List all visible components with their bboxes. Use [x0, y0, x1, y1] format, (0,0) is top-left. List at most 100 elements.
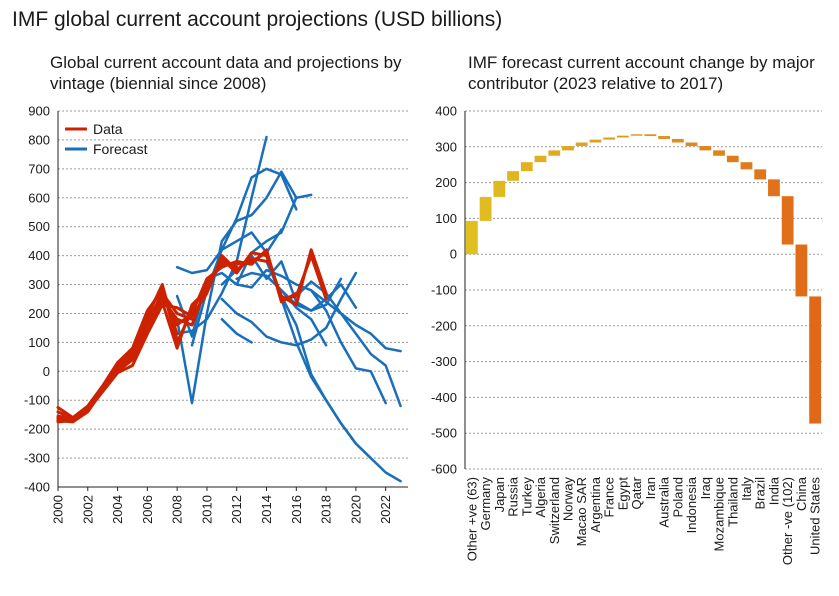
y-tick-label: -400: [431, 390, 457, 405]
category-label: Qatar: [629, 476, 644, 509]
y-tick-label: -100: [431, 283, 457, 298]
waterfall-bar: [768, 179, 780, 197]
waterfall-bar: [493, 180, 506, 197]
waterfall-chart-title: IMF forecast current account change by m…: [468, 53, 815, 93]
x-tick-label: 2010: [199, 495, 214, 524]
waterfall-bar: [616, 135, 629, 138]
waterfall-bar: [809, 296, 822, 424]
category-label: Switzerland: [547, 477, 562, 544]
category-label: Thailand: [725, 477, 740, 527]
waterfall-bar: [699, 146, 712, 151]
waterfall-bar: [644, 134, 657, 137]
waterfall-bar: [671, 138, 684, 143]
x-tick-label: 2022: [378, 495, 393, 524]
waterfall-bar: [562, 146, 574, 151]
forecast-series-line-14: [220, 317, 253, 344]
waterfall-bar: [740, 162, 753, 170]
waterfall-bar: [548, 150, 561, 156]
y-tick-label: -200: [24, 422, 50, 437]
category-label: Italy: [739, 477, 754, 501]
y-tick-label: -200: [431, 318, 457, 333]
waterfall-bar: [575, 142, 588, 147]
waterfall-bar: [630, 134, 643, 136]
category-label: China: [794, 476, 809, 511]
forecast-series-line-8: [175, 135, 268, 335]
x-tick-label: 2004: [110, 495, 125, 524]
x-tick-label: 2000: [51, 495, 66, 524]
y-tick-label: 200: [435, 175, 457, 190]
x-tick-label: 2014: [259, 495, 274, 524]
y-tick-label: -500: [431, 426, 457, 441]
y-tick-label: -600: [431, 462, 457, 477]
category-label: Macao SAR: [574, 477, 589, 546]
category-label: Iraq: [698, 477, 713, 499]
category-label: Other +ve (63): [464, 477, 479, 561]
category-label: United States: [808, 477, 823, 556]
y-tick-label: 600: [28, 190, 50, 205]
waterfall-bar: [589, 139, 602, 143]
category-label: Japan: [492, 477, 507, 512]
y-tick-label: 0: [43, 364, 50, 379]
waterfall-bar: [534, 155, 547, 163]
y-tick-label: 800: [28, 132, 50, 147]
x-tick-label: 2006: [140, 495, 155, 524]
waterfall-bar: [465, 220, 478, 255]
category-label: Australia: [657, 476, 672, 527]
y-tick-label: 300: [28, 277, 50, 292]
y-tick-label: 400: [28, 248, 50, 263]
y-tick-label: 900: [28, 104, 50, 119]
category-label: Egypt: [615, 477, 630, 511]
y-tick-label: 100: [435, 211, 457, 226]
category-label: Brazil: [753, 477, 768, 510]
line-chart-title: Global current account data and projecti…: [50, 53, 402, 93]
category-label: Norway: [560, 477, 575, 522]
waterfall-bar: [713, 150, 725, 156]
waterfall-bar: [658, 136, 671, 139]
y-tick-label: 300: [435, 139, 457, 154]
waterfall-bar: [603, 137, 616, 140]
x-tick-label: 2020: [348, 495, 363, 524]
x-tick-label: 2002: [80, 495, 95, 524]
data-series-line-7: [56, 251, 328, 421]
waterfall-bar: [795, 244, 808, 297]
forecast-series-line-13: [220, 271, 358, 347]
y-tick-label: 700: [28, 161, 50, 176]
y-tick-label: -400: [24, 480, 50, 495]
x-tick-label: 2008: [170, 495, 185, 524]
y-tick-label: 0: [450, 247, 457, 262]
category-label: Germany: [478, 477, 493, 531]
y-tick-label: -100: [24, 393, 50, 408]
category-label: France: [602, 477, 617, 517]
legend-label-forecast: Forecast: [93, 141, 148, 157]
category-label: Russia: [506, 476, 521, 517]
page-title: IMF global current account projections (…: [12, 8, 503, 31]
forecast-series-line-18: [295, 280, 402, 408]
category-label: Indonesia: [684, 476, 699, 533]
category-label: India: [766, 476, 781, 505]
y-tick-label: 100: [28, 335, 50, 350]
category-label: Mozambique: [712, 477, 727, 551]
legend-label-data: Data: [93, 121, 123, 137]
forecast-series-line-11: [175, 228, 283, 275]
waterfall-bar: [754, 169, 767, 180]
waterfall-bar: [520, 162, 533, 172]
x-tick-label: 2012: [229, 495, 244, 524]
category-label: Argentina: [588, 476, 603, 532]
waterfall-bar: [726, 155, 739, 163]
waterfall-bar: [685, 142, 698, 147]
category-label: Iran: [643, 477, 658, 499]
y-tick-label: 400: [435, 104, 457, 119]
waterfall-bar: [479, 196, 492, 221]
x-tick-label: 2018: [319, 495, 334, 524]
category-label: Turkey: [519, 477, 534, 517]
y-tick-label: -300: [24, 451, 50, 466]
forecast-series-line-19: [309, 289, 387, 405]
y-tick-label: 500: [28, 219, 50, 234]
forecast-series-line-16: [265, 251, 373, 460]
y-tick-label: 200: [28, 306, 50, 321]
x-tick-label: 2016: [289, 495, 304, 524]
y-tick-label: -300: [431, 354, 457, 369]
category-label: Poland: [670, 477, 685, 517]
